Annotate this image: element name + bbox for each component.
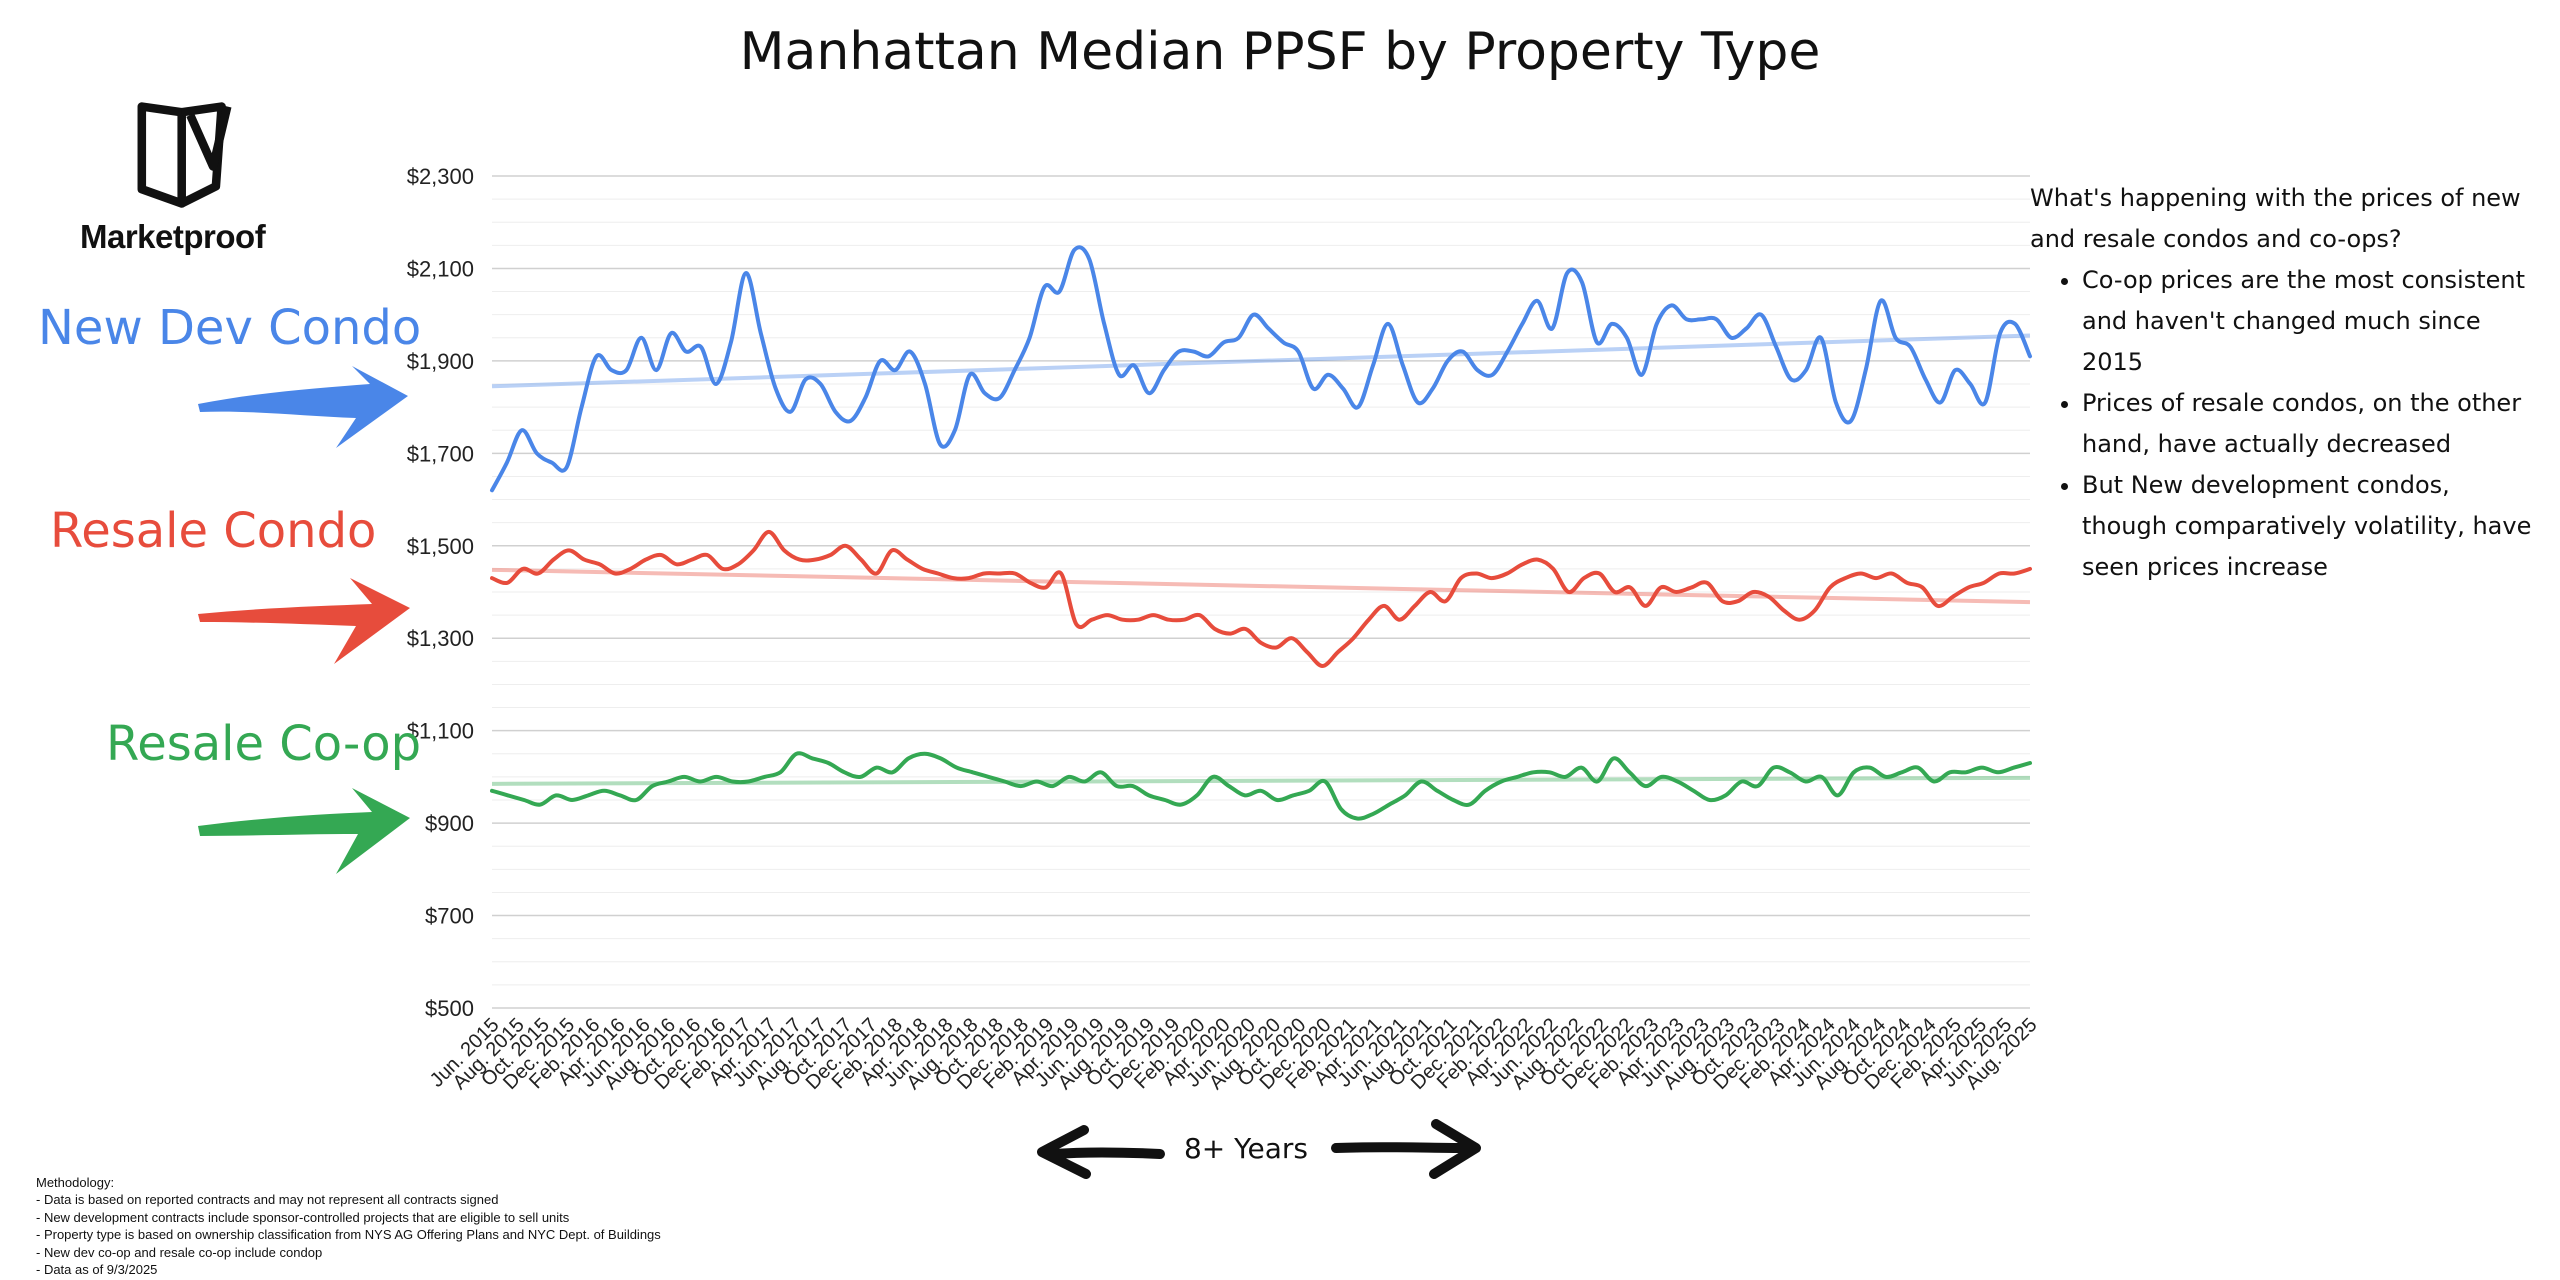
years-label: 8+ Years (1183, 1132, 1309, 1165)
notes-bullet: Prices of resale condos, on the other ha… (2082, 383, 2535, 465)
y-tick-label: $700 (425, 904, 474, 929)
notes-list: Co-op prices are the most consistent and… (2030, 260, 2535, 588)
logo-wordmark: Marketproof (80, 218, 266, 255)
methodology-line: - Property type is based on ownership cl… (36, 1227, 661, 1243)
notes-bullet: Co-op prices are the most consistent and… (2082, 260, 2535, 383)
series-line-new_dev (490, 245, 2032, 493)
y-tick-label: $500 (425, 996, 474, 1021)
methodology-line: - Data as of 9/3/2025 (36, 1262, 158, 1278)
y-tick-label: $1,700 (407, 441, 474, 466)
methodology-line: - New development contracts include spon… (36, 1209, 570, 1225)
arrow-right-icon (1331, 1119, 1481, 1179)
series-lines (490, 245, 2032, 821)
arrow-resale-condo-icon (198, 578, 410, 664)
y-tick-label: $1,100 (407, 719, 474, 744)
arrow-left-icon (1037, 1125, 1165, 1179)
y-tick-label: $900 (425, 811, 474, 836)
notes-panel: What's happening with the prices of new … (2030, 178, 2535, 588)
methodology-line: - New dev co-op and resale co-op include… (36, 1244, 323, 1260)
series-line-resale_coop (490, 751, 2032, 821)
y-tick-label: $1,500 (407, 534, 474, 559)
y-tick-label: $1,900 (407, 349, 474, 374)
label-resale-condo: Resale Condo (50, 503, 377, 559)
methodology-line: - Data is based on reported contracts an… (36, 1192, 499, 1208)
marketproof-logo-icon (137, 102, 232, 208)
label-new-dev-condo: New Dev Condo (38, 300, 422, 356)
label-resale-coop: Resale Co-op (106, 716, 422, 772)
series-line-resale_condo (490, 529, 2032, 668)
y-axis: $500 $700 $900 $1,100 $1,300 $1,500 $1,700 $1,9… (407, 164, 474, 1021)
trendline-resale_condo (491, 567, 2031, 605)
arrow-resale-coop-icon (198, 788, 410, 874)
chart-grid (492, 175, 2030, 1009)
y-tick-label: $2,100 (407, 256, 474, 281)
arrow-new-dev-icon (198, 366, 408, 448)
page-title: Manhattan Median PPSF by Property Type (739, 22, 1821, 82)
y-tick-label: $1,300 (407, 626, 474, 651)
trendlines (491, 333, 2031, 786)
notes-bullet: But New development condos, though compa… (2082, 465, 2535, 588)
methodology-line: Methodology: (36, 1175, 115, 1190)
notes-heading: What's happening with the prices of new … (2030, 184, 2521, 253)
methodology: Methodology: - Data is based on reported… (36, 1174, 661, 1278)
y-tick-label: $2,300 (407, 164, 474, 189)
